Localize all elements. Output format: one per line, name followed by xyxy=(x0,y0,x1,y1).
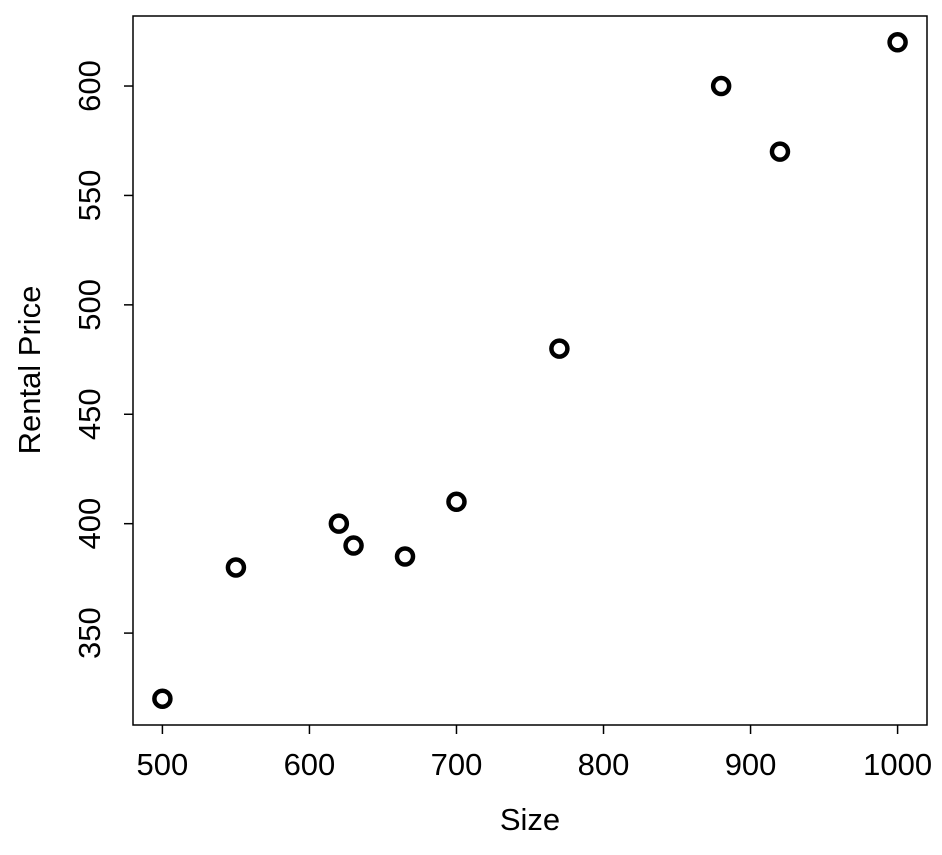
x-axis-title: Size xyxy=(500,802,560,837)
y-tick-label: 600 xyxy=(72,60,107,112)
point xyxy=(446,491,467,513)
y-axis-title: Rental Price xyxy=(12,286,47,455)
point xyxy=(328,513,350,534)
point xyxy=(549,338,570,359)
point xyxy=(225,557,247,578)
point xyxy=(152,688,173,709)
y-tick-label: 350 xyxy=(72,607,107,659)
x-tick-label: 600 xyxy=(284,747,336,782)
y-tick-label: 500 xyxy=(72,279,107,331)
plot-frame xyxy=(132,15,928,726)
y-tick-label: 400 xyxy=(72,498,107,550)
x-tick-label: 700 xyxy=(431,747,483,782)
x-tick-label: 1000 xyxy=(863,747,932,782)
point xyxy=(394,546,416,567)
y-tick-label: 450 xyxy=(72,388,107,440)
point xyxy=(769,141,791,162)
y-tick-label: 550 xyxy=(72,170,107,222)
x-tick-label: 800 xyxy=(578,747,630,782)
point xyxy=(343,535,364,556)
x-tick-label: 500 xyxy=(137,747,189,782)
x-tick-label: 900 xyxy=(725,747,777,782)
point xyxy=(710,75,732,97)
point xyxy=(887,32,908,53)
